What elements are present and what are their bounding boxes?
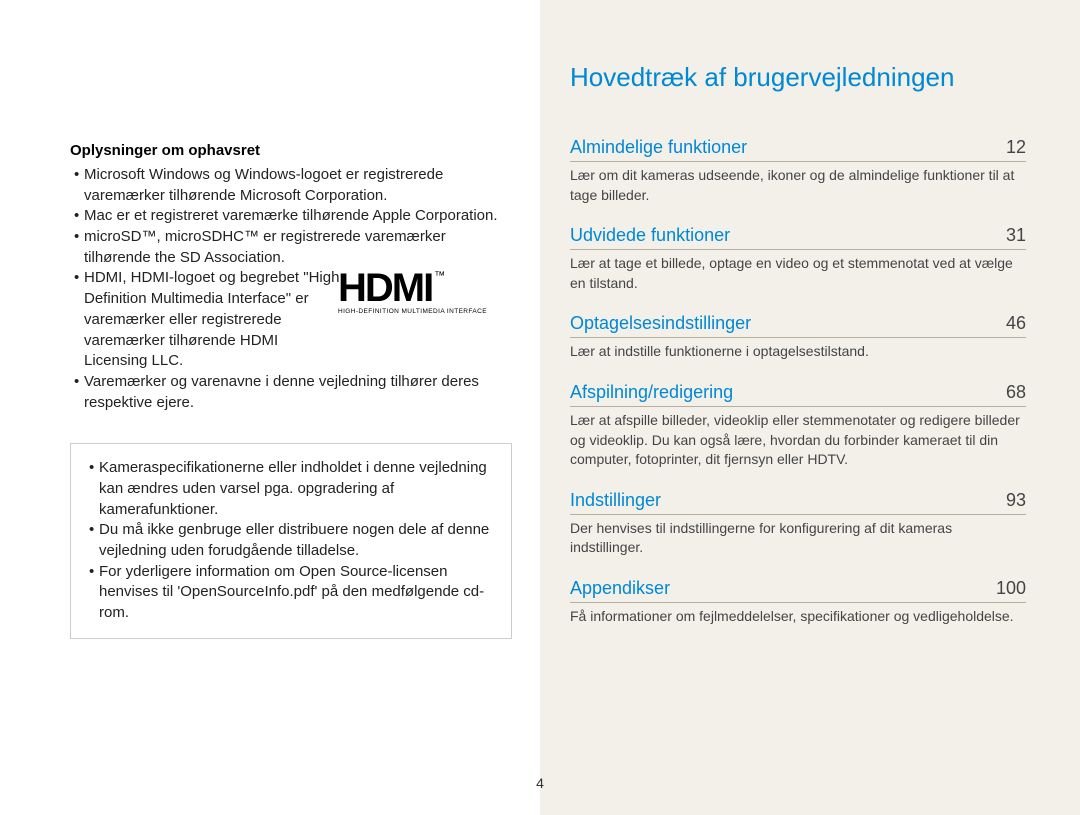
toc-page: 68 [1006,382,1026,403]
right-column: Hovedtræk af brugervejledningen Almindel… [540,0,1080,815]
hdmi-logo-tm: ™ [434,272,443,282]
copyright-bullets: Microsoft Windows og Windows-logoet er r… [70,165,512,413]
toc-label: Afspilning/redigering [570,382,733,403]
toc-page: 93 [1006,490,1026,511]
hdmi-bullet-text: HDMI, HDMI-logoet og begrebet "High Defi… [84,268,344,371]
toc-entry: Udvidede funktioner 31 Lær at tage et bi… [570,225,1026,293]
bullet-item: microSD™, microSDHC™ er registrerede var… [74,227,512,268]
hdmi-bullet-row: HDMI, HDMI-logoet og begrebet "High Defi… [74,268,512,371]
toc-entry: Almindelige funktioner 12 Lær om dit kam… [570,137,1026,205]
bullet-item: Microsoft Windows og Windows-logoet er r… [74,165,512,206]
toc-head: Indstillinger 93 [570,490,1026,515]
note-bullets: Kameraspecifikationerne eller indholdet … [85,458,497,624]
toc-desc: Lær om dit kameras udseende, ikoner og d… [570,166,1026,205]
toc-page: 12 [1006,137,1026,158]
toc-desc: Lær at afspille billeder, videoklip elle… [570,411,1026,470]
toc-desc: Lær at indstille funktionerne i optagels… [570,342,1026,362]
note-box: Kameraspecifikationerne eller indholdet … [70,443,512,639]
toc-entry: Optagelsesindstillinger 46 Lær at indsti… [570,313,1026,362]
toc-head: Udvidede funktioner 31 [570,225,1026,250]
toc-desc: Der henvises til indstillingerne for kon… [570,519,1026,558]
toc-desc: Få informationer om fejlmeddelelser, spe… [570,607,1026,627]
toc-page: 31 [1006,225,1026,246]
toc-entry: Afspilning/redigering 68 Lær at afspille… [570,382,1026,470]
toc-head: Appendikser 100 [570,578,1026,603]
toc-label: Optagelsesindstillinger [570,313,751,334]
toc-entry: Indstillinger 93 Der henvises til indsti… [570,490,1026,558]
toc-desc: Lær at tage et billede, optage en video … [570,254,1026,293]
bullet-item: Kameraspecifikationerne eller indholdet … [89,458,497,520]
bullet-item: Mac er et registreret varemærke tilhøren… [74,206,512,227]
toc-head: Afspilning/redigering 68 [570,382,1026,407]
toc-label: Appendikser [570,578,670,599]
bullet-item: Du må ikke genbruge eller distribuere no… [89,520,497,561]
toc-page: 46 [1006,313,1026,334]
page-spread: Oplysninger om ophavsret Microsoft Windo… [0,0,1080,815]
page-number: 4 [0,775,1080,791]
bullet-item: Varemærker og varenavne i denne vejledni… [74,372,512,413]
copyright-heading: Oplysninger om ophavsret [70,142,512,159]
toc-entry: Appendikser 100 Få informationer om fejl… [570,578,1026,627]
toc-page: 100 [996,578,1026,599]
toc-label: Udvidede funktioner [570,225,730,246]
left-column: Oplysninger om ophavsret Microsoft Windo… [0,0,540,815]
hdmi-logo-main: HDMI ™ [338,270,510,306]
bullet-item: For yderligere information om Open Sourc… [89,562,497,624]
hdmi-logo-icon: HDMI ™ HIGH-DEFINITION MULTIMEDIA INTERF… [338,270,510,317]
toc-head: Optagelsesindstillinger 46 [570,313,1026,338]
hdmi-logo-text: HDMI [338,270,432,306]
toc-label: Indstillinger [570,490,661,511]
hdmi-logo-subtext: HIGH-DEFINITION MULTIMEDIA INTERFACE [338,308,510,317]
toc-title: Hovedtræk af brugervejledningen [570,62,1026,93]
toc-label: Almindelige funktioner [570,137,747,158]
toc-head: Almindelige funktioner 12 [570,137,1026,162]
